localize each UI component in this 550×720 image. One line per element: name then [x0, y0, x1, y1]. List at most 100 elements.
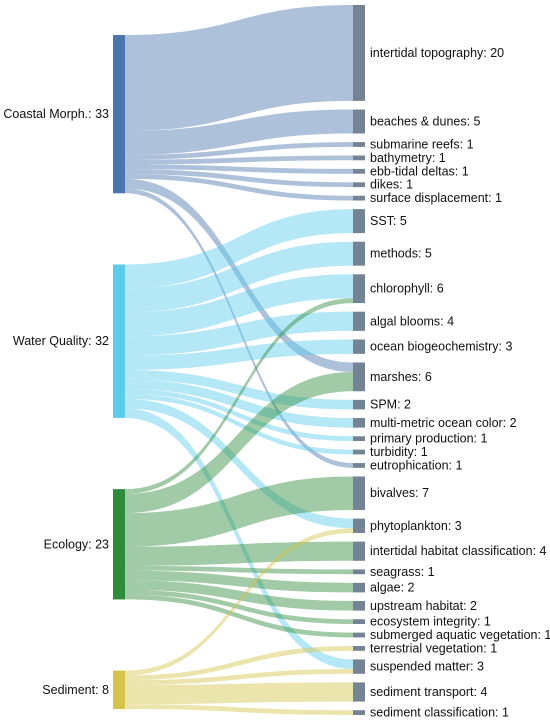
- target-label-ocean-biogeochemistry: ocean biogeochemistry: 3: [370, 340, 512, 354]
- target-node-turbidity: [353, 449, 365, 455]
- target-node-submerged-aquatic-vegetation: [353, 632, 365, 638]
- target-node-sst: [353, 209, 365, 234]
- target-node-ebb-tidal-deltas: [353, 168, 365, 174]
- target-label-chlorophyll: chlorophyll: 6: [370, 282, 444, 296]
- link-coastal-morph-to-bathymetry: [125, 155, 353, 165]
- link-coastal-morph-to-submarine-reefs: [125, 142, 353, 160]
- link-coastal-morph-to-eutrophication: [125, 188, 353, 468]
- target-node-terrestrial-vegetation: [353, 646, 365, 651]
- target-label-terrestrial-vegetation: terrestrial vegetation: 1: [370, 641, 497, 655]
- target-label-sst: SST: 5: [370, 214, 407, 228]
- target-label-seagrass: seagrass: 1: [370, 565, 435, 579]
- link-water-quality-to-chlorophyll: [125, 274, 353, 337]
- link-water-quality-to-algal-blooms: [125, 311, 353, 356]
- target-node-beaches-and-dunes: [353, 109, 365, 134]
- target-node-spm: [353, 399, 365, 410]
- target-label-upstream-habitat: upstream habitat: 2: [370, 599, 477, 613]
- link-sediment-to-terrestrial-vegetation: [125, 646, 353, 681]
- link-water-quality-to-phytoplankton: [125, 398, 353, 529]
- target-label-ecosystem-integrity: ecosystem integrity: 1: [370, 615, 491, 629]
- link-ecology-to-seagrass: [125, 565, 353, 575]
- link-ecology-to-upstream-habitat: [125, 580, 353, 611]
- target-label-sediment-classification: sediment classification: 1: [370, 706, 509, 720]
- target-node-submarine-reefs: [353, 142, 365, 147]
- target-node-marshes: [353, 362, 365, 392]
- target-node-intertidal-habitat-classification: [353, 541, 365, 561]
- target-label-suspended-matter: suspended matter: 3: [370, 660, 484, 674]
- target-node-surface-displacement: [353, 195, 365, 201]
- target-label-ebb-tidal-deltas: ebb-tidal deltas: 1: [370, 164, 469, 178]
- target-node-phytoplankton: [353, 518, 365, 534]
- target-node-multi-metric-ocean-color: [353, 418, 365, 428]
- target-label-algal-blooms: algal blooms: 4: [370, 314, 454, 328]
- target-label-intertidal-topography: intertidal topography: 20: [370, 46, 504, 60]
- target-label-dikes: dikes: 1: [370, 178, 413, 192]
- link-coastal-morph-to-marshes: [125, 178, 353, 373]
- source-label-coastal-morph: Coastal Morph.: 33: [3, 107, 109, 121]
- link-water-quality-to-methods: [125, 241, 353, 313]
- target-node-bathymetry: [353, 155, 365, 161]
- source-node-coastal-morph: [113, 35, 125, 194]
- target-label-bathymetry: bathymetry: 1: [370, 151, 446, 165]
- link-ecology-to-algae: [125, 570, 353, 593]
- sankey-links: [125, 5, 353, 715]
- target-node-primary-production: [353, 436, 365, 442]
- link-water-quality-to-turbidity: [125, 393, 353, 455]
- target-label-phytoplankton: phytoplankton: 3: [370, 519, 462, 533]
- target-label-multi-metric-ocean-color: multi-metric ocean color: 2: [370, 416, 517, 430]
- target-node-dikes: [353, 182, 365, 188]
- target-label-eutrophication: eutrophication: 1: [370, 458, 462, 472]
- target-label-bivalves: bivalves: 7: [370, 486, 429, 500]
- link-water-quality-to-spm: [125, 369, 353, 410]
- target-label-beaches-and-dunes: beaches & dunes: 5: [370, 115, 481, 129]
- link-water-quality-to-ocean-biogeochemistry: [125, 339, 353, 370]
- link-coastal-morph-to-ebb-tidal-deltas: [125, 164, 353, 174]
- source-label-sediment: Sediment: 8: [42, 683, 109, 697]
- target-label-primary-production: primary production: 1: [370, 432, 487, 446]
- link-sediment-to-sediment-transport: [125, 682, 353, 705]
- sankey-labels: Coastal Morph.: 33 Water Quality: 32 Ecolo…: [3, 46, 550, 720]
- target-node-ocean-biogeochemistry: [353, 339, 365, 354]
- sankey-nodes: [113, 5, 365, 715]
- target-label-surface-displacement: surface displacement: 1: [370, 191, 502, 205]
- target-label-sediment-transport: sediment transport: 4: [370, 685, 487, 699]
- link-ecology-to-bivalves: [125, 476, 353, 547]
- target-label-submarine-reefs: submarine reefs: 1: [370, 138, 474, 152]
- link-water-quality-to-suspended-matter: [125, 408, 353, 670]
- target-node-algae: [353, 582, 365, 593]
- target-node-intertidal-topography: [353, 5, 365, 101]
- target-label-spm: SPM: 2: [370, 398, 411, 412]
- link-ecology-to-ecosystem-integrity: [125, 589, 353, 625]
- link-sediment-to-sediment-classification: [125, 704, 353, 715]
- link-water-quality-to-primary-production: [125, 389, 353, 442]
- target-node-sediment-classification: [353, 710, 365, 715]
- target-node-ecosystem-integrity: [353, 619, 365, 625]
- link-water-quality-to-multi-metric-ocean-color: [125, 379, 353, 428]
- source-label-ecology: Ecology: 23: [44, 537, 109, 551]
- link-water-quality-to-sst: [125, 209, 353, 289]
- link-coastal-morph-to-intertidal-topography: [125, 5, 353, 131]
- target-label-marshes: marshes: 6: [370, 370, 432, 384]
- target-label-methods: methods: 5: [370, 247, 432, 261]
- target-label-submerged-aquatic-vegetation: submerged aquatic vegetation: 1: [370, 628, 550, 642]
- target-label-algae: algae: 2: [370, 581, 415, 595]
- target-label-turbidity: turbidity: 1: [370, 445, 428, 459]
- link-coastal-morph-to-beaches-and-dunes: [125, 109, 353, 155]
- link-coastal-morph-to-dikes: [125, 169, 353, 188]
- link-ecology-to-chlorophyll: [125, 298, 353, 494]
- target-node-bivalves: [353, 476, 365, 511]
- target-node-upstream-habitat: [353, 601, 365, 611]
- source-node-ecology: [113, 489, 125, 600]
- source-node-sediment: [113, 670, 125, 709]
- link-ecology-to-submerged-aquatic-vegetation: [125, 594, 353, 638]
- link-ecology-to-marshes: [125, 372, 353, 514]
- target-node-methods: [353, 241, 365, 266]
- target-node-chlorophyll: [353, 274, 365, 304]
- target-node-eutrophication: [353, 463, 365, 468]
- target-node-suspended-matter: [353, 659, 365, 674]
- target-label-intertidal-habitat-classification: intertidal habitat classification: 4: [370, 544, 547, 558]
- link-sediment-to-suspended-matter: [125, 669, 353, 686]
- link-coastal-morph-to-surface-displacement: [125, 174, 353, 201]
- source-label-water-quality: Water Quality: 32: [13, 334, 109, 348]
